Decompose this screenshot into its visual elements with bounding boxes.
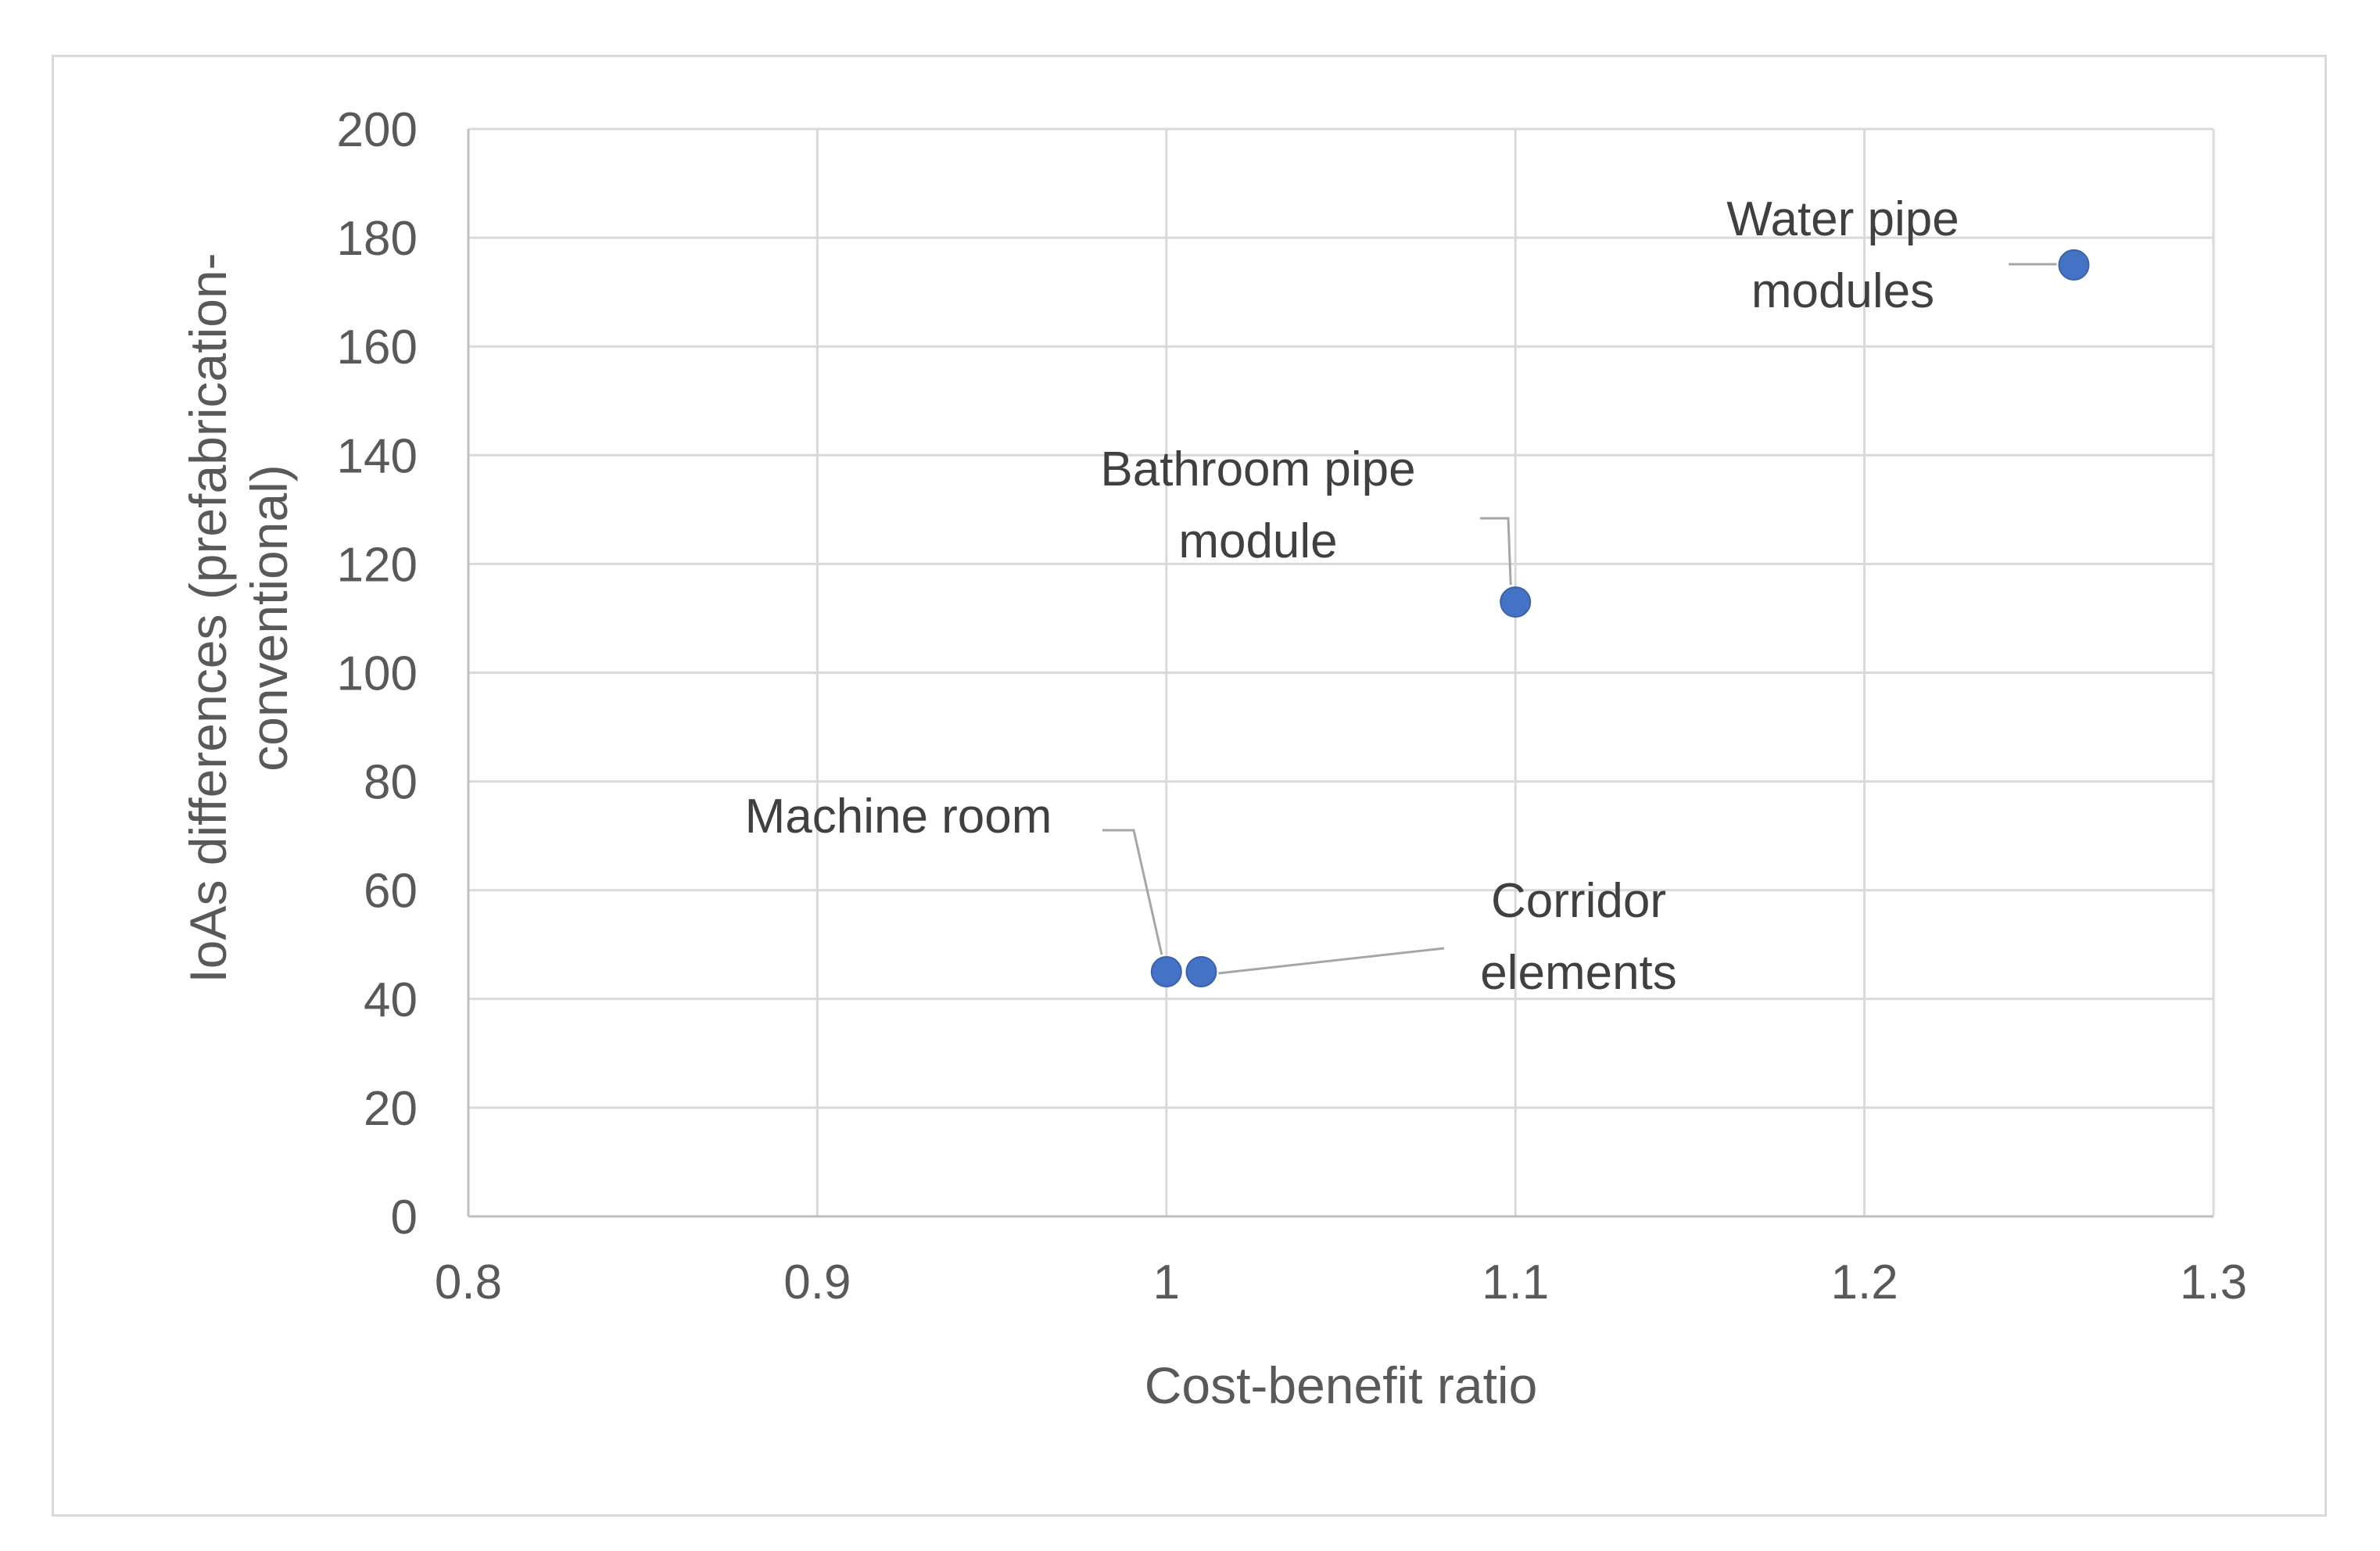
y-tick-label: 80 (364, 756, 418, 810)
x-tick-label: 0.9 (783, 1255, 851, 1309)
tick-labels: 0 20 40 60 80 100 120 140 160 180 200 0.8 0.9 1 1.1 1.2… (337, 103, 2248, 1309)
x-tick-label: 1.1 (1482, 1255, 1549, 1309)
data-points (1150, 249, 2090, 988)
y-tick-label: 20 (364, 1082, 418, 1136)
y-tick-label: 40 (364, 973, 418, 1027)
scatter-chart: 0 20 40 60 80 100 120 140 160 180 200 0.8 0.9 1 1.1 1.2… (179, 103, 2248, 1414)
x-tick-label: 1.3 (2180, 1255, 2247, 1309)
leader-line (1102, 829, 1163, 955)
gridlines (468, 127, 2215, 1216)
y-tick-label: 100 (337, 647, 418, 701)
x-tick-label: 1 (1153, 1255, 1180, 1309)
axes (467, 129, 2213, 1218)
data-label: Water pipe modules (1726, 192, 1959, 318)
data-label-line: Corridor (1491, 874, 1666, 928)
x-tick-label: 0.8 (435, 1255, 502, 1309)
y-axis-title-line: conventional) (240, 464, 298, 772)
data-point (1500, 586, 1532, 618)
y-axis-title: IoAs differences (prefabrication-convent… (179, 253, 298, 983)
data-point (1150, 956, 1182, 988)
y-tick-label: 180 (337, 212, 418, 266)
data-label-line: Water pipe (1726, 192, 1959, 246)
data-labels: Machine room Corridor elements Bathroom pip… (745, 192, 1959, 1000)
x-axis-title: Cost-benefit ratio (1145, 1356, 1538, 1414)
data-label-line: module (1178, 514, 1337, 568)
leader-line (1218, 947, 1445, 975)
y-tick-label: 200 (337, 103, 418, 157)
data-label-line: Machine room (745, 790, 1052, 844)
y-tick-label: 60 (364, 865, 418, 919)
y-axis-title-line: IoAs differences (prefabrication- (179, 253, 237, 983)
y-tick-label: 120 (337, 538, 418, 592)
data-point (2058, 249, 2090, 281)
leader-line (1480, 517, 1512, 586)
y-tick-label: 140 (337, 429, 418, 483)
data-point (1185, 956, 1217, 988)
data-label-line: elements (1480, 946, 1677, 1000)
leader-lines (1102, 263, 2057, 975)
data-label: Corridor elements (1480, 874, 1677, 1000)
y-tick-label: 0 (391, 1191, 418, 1245)
chart-area: 0 20 40 60 80 100 120 140 160 180 200 0.8 0.9 1 1.1 1.2… (52, 55, 2327, 1517)
data-label-line: Bathroom pipe (1100, 442, 1415, 496)
x-tick-label: 1.2 (1830, 1255, 1898, 1309)
data-label: Bathroom pipe module (1100, 442, 1415, 568)
y-tick-label: 160 (337, 321, 418, 374)
data-label: Machine room (745, 790, 1052, 844)
data-label-line: modules (1751, 264, 1934, 318)
